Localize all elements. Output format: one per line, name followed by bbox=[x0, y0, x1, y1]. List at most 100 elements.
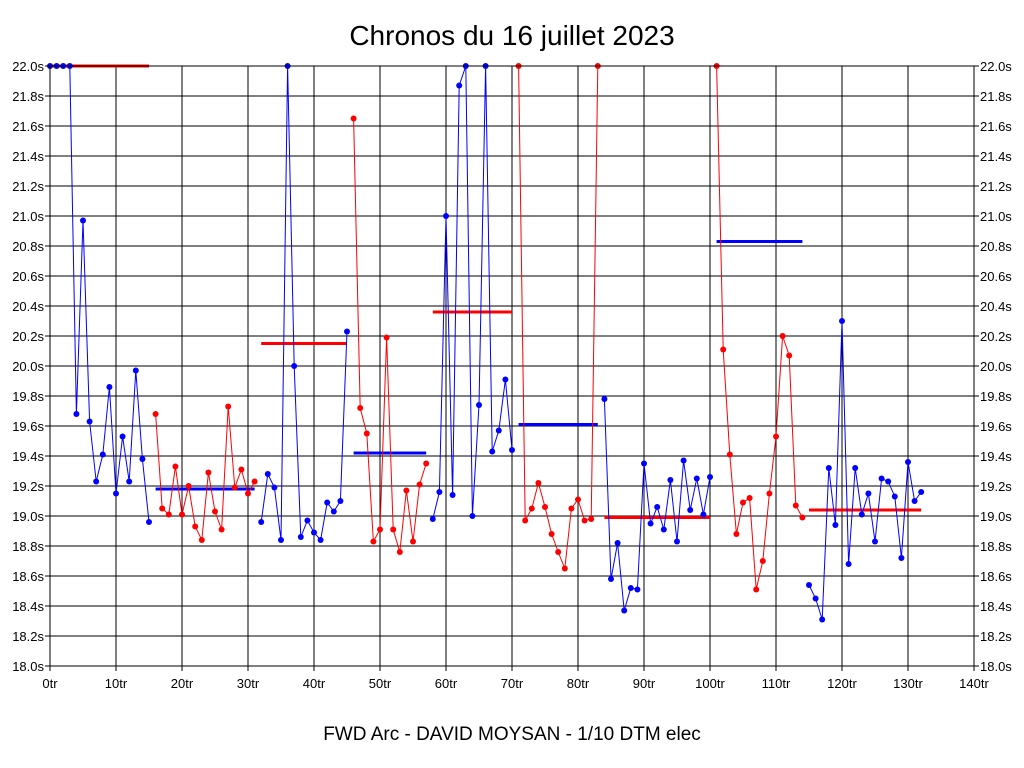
data-point bbox=[132, 367, 139, 374]
data-point bbox=[113, 490, 119, 497]
x-tick-label: 0tr bbox=[42, 676, 58, 691]
x-tick-label: 80tr bbox=[567, 676, 590, 691]
y-tick-label-right: 21.8s bbox=[980, 89, 1012, 104]
y-tick-label-left: 20.0s bbox=[12, 359, 44, 374]
y-tick-label-right: 19.2s bbox=[980, 479, 1012, 494]
data-point bbox=[489, 448, 496, 455]
data-point bbox=[271, 484, 278, 491]
data-point bbox=[86, 418, 93, 425]
x-tick-label: 110tr bbox=[762, 676, 791, 691]
data-point bbox=[773, 433, 779, 440]
data-point bbox=[377, 526, 383, 533]
y-tick-label-left: 21.2s bbox=[12, 179, 44, 194]
data-point bbox=[231, 484, 238, 491]
data-point bbox=[198, 537, 205, 543]
data-point bbox=[601, 396, 608, 402]
data-point bbox=[575, 496, 581, 503]
data-point bbox=[700, 511, 707, 518]
data-point bbox=[396, 549, 403, 555]
series-line-4 bbox=[353, 118, 427, 553]
data-point bbox=[687, 507, 694, 513]
y-tick-label-right: 21.0s bbox=[980, 209, 1012, 224]
y-tick-label-right: 20.0s bbox=[980, 359, 1012, 374]
data-point bbox=[416, 481, 423, 488]
y-tick-label-right: 21.6s bbox=[980, 119, 1012, 134]
data-point bbox=[509, 447, 515, 453]
data-point bbox=[245, 490, 251, 497]
y-tick-label-left: 19.8s bbox=[12, 389, 44, 404]
series-line-8 bbox=[716, 65, 803, 590]
data-point bbox=[423, 460, 430, 467]
y-tick-label-left: 19.4s bbox=[12, 449, 44, 464]
data-point bbox=[403, 487, 410, 494]
data-point bbox=[746, 495, 753, 501]
data-point bbox=[225, 403, 232, 410]
y-tick-label-left: 19.2s bbox=[12, 479, 44, 494]
series-line-6 bbox=[518, 65, 599, 569]
y-tick-label-right: 18.4s bbox=[980, 599, 1012, 614]
y-tick-label-left: 21.6s bbox=[12, 119, 44, 134]
data-point bbox=[317, 537, 324, 543]
data-point bbox=[812, 595, 819, 602]
data-point bbox=[119, 433, 126, 440]
data-point bbox=[218, 526, 225, 533]
data-point bbox=[779, 333, 786, 339]
data-point bbox=[337, 498, 344, 504]
y-tick-label-right: 20.2s bbox=[980, 329, 1012, 344]
data-point bbox=[410, 538, 416, 545]
data-point bbox=[720, 346, 727, 353]
data-point bbox=[251, 478, 258, 485]
x-tick-label: 90tr bbox=[633, 676, 656, 691]
data-point bbox=[159, 505, 166, 512]
data-point bbox=[588, 516, 595, 522]
data-point bbox=[799, 514, 806, 521]
x-tick-label: 10tr bbox=[105, 676, 128, 691]
data-point bbox=[627, 585, 634, 591]
y-tick-label-right: 19.8s bbox=[980, 389, 1012, 404]
y-tick-label-left: 21.4s bbox=[12, 149, 44, 164]
y-tick-label-right: 18.0s bbox=[980, 659, 1012, 674]
data-point bbox=[495, 427, 502, 434]
data-point bbox=[304, 517, 311, 524]
data-point bbox=[350, 115, 357, 122]
data-point bbox=[330, 508, 337, 515]
x-tick-label: 120tr bbox=[827, 676, 857, 691]
data-point bbox=[80, 217, 86, 224]
data-point bbox=[753, 586, 760, 593]
data-point bbox=[660, 526, 667, 533]
y-tick-label-left: 19.6s bbox=[12, 419, 44, 434]
data-point bbox=[766, 490, 773, 497]
data-point bbox=[898, 555, 905, 561]
x-tick-label: 40tr bbox=[303, 676, 326, 691]
data-point bbox=[905, 459, 911, 465]
y-tick-label-left: 21.8s bbox=[12, 89, 44, 104]
data-point bbox=[106, 384, 113, 390]
data-point bbox=[436, 489, 443, 495]
data-point bbox=[443, 213, 449, 219]
y-tick-label-left: 21.0s bbox=[12, 209, 44, 224]
y-tick-label-right: 22.0s bbox=[980, 59, 1012, 74]
data-point bbox=[165, 511, 172, 518]
y-tick-label-left: 18.8s bbox=[12, 539, 44, 554]
data-point bbox=[918, 489, 925, 495]
data-point bbox=[792, 502, 799, 509]
y-tick-label-right: 18.6s bbox=[980, 569, 1012, 584]
data-point bbox=[852, 465, 859, 471]
y-tick-label-right: 19.0s bbox=[980, 509, 1012, 524]
data-point bbox=[832, 522, 839, 528]
axes: 0tr 10tr 20tr 30tr 40tr 50tr 60tr 70tr 80tr 90tr 1… bbox=[12, 59, 1012, 691]
y-tick-label-left: 18.6s bbox=[12, 569, 44, 584]
data-point bbox=[429, 516, 436, 522]
data-point bbox=[238, 466, 245, 473]
y-tick-label-right: 19.6s bbox=[980, 419, 1012, 434]
data-point bbox=[911, 498, 918, 504]
y-tick-label-right: 21.2s bbox=[980, 179, 1012, 194]
data-point bbox=[647, 520, 654, 527]
data-point bbox=[845, 561, 852, 567]
y-tick-label-right: 20.4s bbox=[980, 299, 1012, 314]
data-point bbox=[528, 505, 535, 512]
data-point bbox=[707, 474, 713, 480]
data-point bbox=[311, 529, 317, 536]
data-point bbox=[885, 478, 892, 485]
data-point bbox=[449, 492, 456, 498]
